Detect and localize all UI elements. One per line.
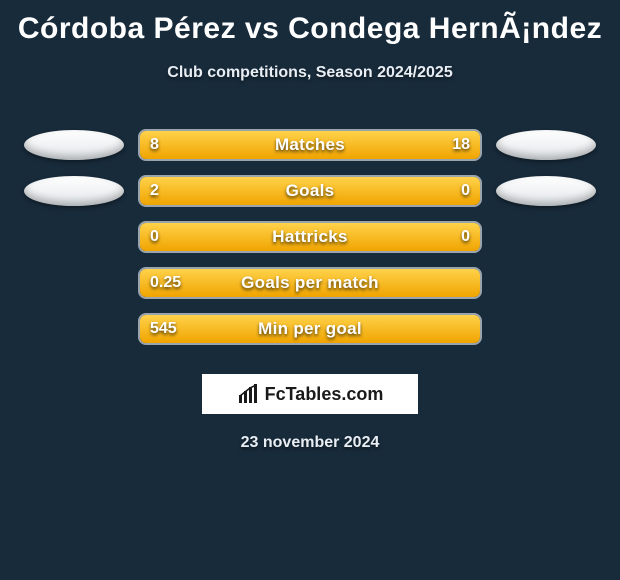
stat-bar: 2 0 Goals [138,175,482,207]
subtitle: Club competitions, Season 2024/2025 [0,64,620,82]
stat-row: 8 18 Matches [0,122,620,168]
stat-bar: 0.25 Goals per match [138,267,482,299]
date-label: 23 november 2024 [0,434,620,452]
player-oval-right [496,130,596,160]
player-oval-left [24,130,124,160]
stat-row: 0 0 Hattricks [0,214,620,260]
stat-row: 545 Min per goal [0,306,620,352]
stat-bar: 8 18 Matches [138,129,482,161]
player-oval-right [496,176,596,206]
comparison-infographic: Córdoba Pérez vs Condega HernÃ¡ndez Club… [0,0,620,580]
stat-rows: 8 18 Matches 2 0 Goals 0 [0,122,620,352]
stat-bar-left-fill [140,269,480,297]
stat-row: 2 0 Goals [0,168,620,214]
stat-bar-left-fill [140,177,480,205]
logo-text: FcTables.com [265,384,384,405]
stat-bar-left-fill [140,315,480,343]
logo-box: FcTables.com [202,374,418,414]
stat-bar: 545 Min per goal [138,313,482,345]
page-title: Córdoba Pérez vs Condega HernÃ¡ndez [0,0,620,46]
player-oval-left [24,176,124,206]
stat-row: 0.25 Goals per match [0,260,620,306]
stat-bar-right-fill [245,131,480,159]
stat-bar: 0 0 Hattricks [138,221,482,253]
stat-bar-left-fill [140,131,245,159]
barchart-icon [237,383,259,405]
stat-bar-left-fill [140,223,480,251]
